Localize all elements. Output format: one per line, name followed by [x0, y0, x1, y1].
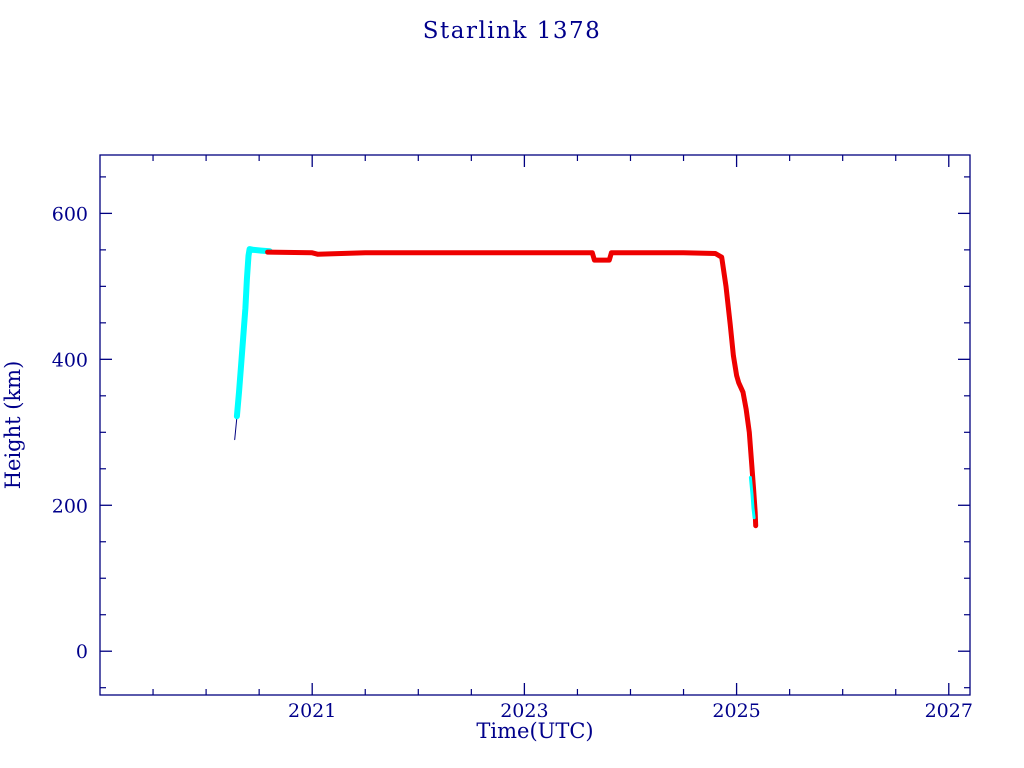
series-main-red-orbit-and-decay [265, 249, 759, 529]
y-tick-label: 0 [76, 641, 88, 663]
x-tick-label: 2021 [288, 700, 336, 722]
y-axis-label: Height (km) [1, 361, 25, 490]
y-tick-label: 600 [52, 203, 88, 225]
y-tick-label: 200 [52, 495, 88, 517]
y-tick-label: 400 [52, 349, 88, 371]
x-tick-label: 2025 [712, 700, 760, 722]
plot-frame [99, 154, 971, 696]
x-axis-label: Time(UTC) [476, 719, 593, 743]
chart-title: Starlink 1378 [423, 18, 602, 44]
series-reentry-cyan-tail [748, 476, 756, 520]
x-tick-label: 2027 [925, 700, 973, 722]
x-tick-label: 2023 [500, 700, 548, 722]
series-ascent-cyan [233, 246, 273, 420]
